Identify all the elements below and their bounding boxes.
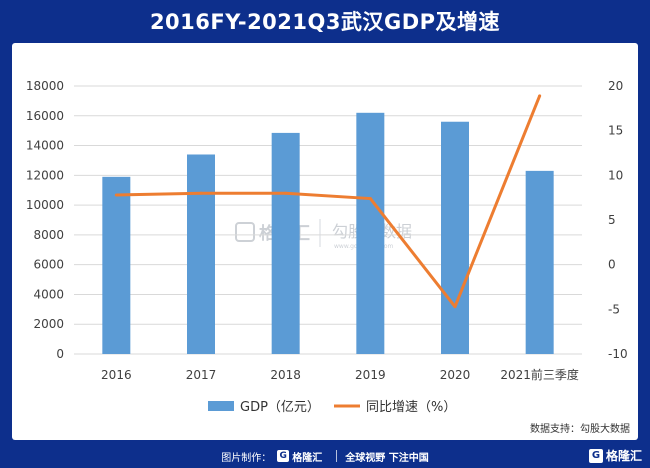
- y-right-tick-label: -10: [608, 347, 628, 361]
- y-left-tick-label: 0: [56, 347, 64, 361]
- footer-made-by: 图片制作：: [221, 452, 272, 464]
- y-left-tick-label: 2000: [33, 317, 64, 331]
- line-point: [538, 94, 542, 98]
- y-axis-left: 0 2000 4000 6000 8000 10000 12000 14000 16000 180…: [26, 79, 64, 361]
- series-line: [116, 95, 542, 309]
- chart-svg: 格隆汇 勾股大数据 www.gogudata.com 0200040006000…: [26, 79, 630, 435]
- chart-grid: [74, 85, 582, 355]
- y-left-tick-label: 12000: [26, 168, 64, 182]
- y-axis-right: -10 -5 0 5 10 15 20: [608, 79, 628, 361]
- y-right-tick-label: 0: [608, 258, 616, 272]
- y-left-tick-label: 14000: [26, 139, 64, 153]
- y-right-tick-label: 10: [608, 168, 623, 182]
- source-note: 数据支持：勾股大数据: [530, 422, 630, 435]
- page-title: 2016FY-2021Q3武汉GDP及增速: [149, 10, 501, 34]
- legend-swatch-bar: [208, 401, 234, 411]
- footer-divider: [336, 450, 338, 462]
- legend-label-line: 同比增速（%）: [366, 400, 456, 415]
- line-point: [284, 191, 288, 195]
- x-tick-label: 2016: [101, 368, 132, 382]
- corner-brand: G 格隆汇: [588, 447, 642, 464]
- y-right-tick-label: 15: [608, 124, 623, 138]
- line-point: [199, 191, 203, 195]
- x-tick-label: 2019: [355, 368, 386, 382]
- y-right-tick-label: 20: [608, 79, 623, 93]
- y-left-tick-label: 8000: [33, 228, 64, 242]
- corner-brand-text: 格隆汇: [605, 449, 642, 463]
- footer-logo-icon: G: [277, 450, 290, 462]
- legend-label-bar: GDP（亿元）: [240, 400, 320, 415]
- footer-brand: 格隆汇: [292, 452, 323, 464]
- y-right-tick-label: 5: [608, 213, 616, 227]
- bar: [356, 112, 385, 354]
- x-tick-label: 2017: [186, 368, 217, 382]
- line-point: [453, 305, 457, 309]
- y-left-tick-label: 18000: [26, 79, 64, 93]
- line-point: [114, 193, 118, 197]
- y-left-tick-label: 10000: [26, 198, 64, 212]
- line-series: [114, 94, 542, 309]
- x-axis: 2016 2017 2018 2019 2020 2021前三季度: [101, 367, 579, 382]
- watermark-logo-icon: [235, 222, 255, 242]
- x-tick-label: 2021前三季度: [500, 367, 579, 382]
- footer: 图片制作： G 格隆汇 全球视野 下注中国: [0, 444, 650, 468]
- legend: GDP（亿元） 同比增速（%）: [208, 400, 456, 415]
- x-tick-label: 2018: [270, 368, 301, 382]
- bar-series: [102, 112, 554, 354]
- title-bar: 2016FY-2021Q3武汉GDP及增速: [0, 0, 650, 42]
- bar: [271, 132, 300, 354]
- x-tick-label: 2020: [440, 368, 471, 382]
- chart-card: 格隆汇 勾股大数据 www.gogudata.com 0200040006000…: [12, 43, 638, 440]
- y-right-tick-label: -5: [608, 302, 620, 316]
- bar: [441, 121, 469, 354]
- footer-slogan: 全球视野 下注中国: [345, 452, 429, 464]
- line-point: [368, 197, 372, 201]
- y-left-tick-label: 6000: [33, 258, 64, 272]
- y-left-tick-label: 4000: [33, 287, 64, 301]
- bar: [525, 170, 554, 354]
- bar: [187, 154, 215, 354]
- y-left-tick-label: 16000: [26, 109, 64, 123]
- corner-logo-icon: G: [588, 448, 603, 463]
- bar: [102, 176, 131, 354]
